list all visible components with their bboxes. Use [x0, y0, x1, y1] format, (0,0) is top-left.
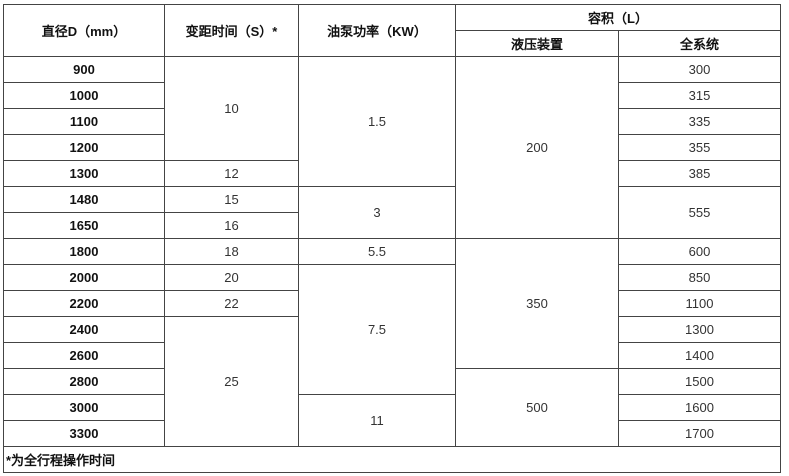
table-row: 2200 22 1100 [3, 290, 782, 317]
diameter-cell: 2800 [3, 368, 165, 395]
full-system-cell: 1300 [617, 316, 782, 343]
diameter-cell: 1800 [3, 238, 165, 265]
pump-power-cell: 5.5 [298, 238, 456, 265]
pump-power-cell: 3 [298, 186, 456, 239]
pitch-time-cell: 22 [164, 290, 299, 317]
header-diameter: 直径D（mm） [3, 4, 165, 57]
header-pump-power: 油泵功率（KW） [298, 4, 456, 57]
full-system-cell: 1600 [617, 394, 782, 421]
table-row: 1000 315 [3, 82, 782, 109]
pitch-time-cell: 25 [164, 316, 299, 447]
header-volume: 容积（L） [454, 4, 782, 31]
table-row: 1100 335 [3, 108, 782, 135]
diameter-cell: 1100 [3, 108, 165, 135]
table-row: 2600 1400 [3, 342, 782, 369]
table-row: 2000 20 7.5 850 [3, 264, 782, 395]
table-row: 1650 16 [3, 212, 781, 239]
pump-power-cell: 1.5 [298, 56, 456, 187]
table-row: 3300 1700 [3, 420, 782, 447]
table-row: 1800 18 5.5 350 600 [3, 238, 782, 369]
full-system-cell: 1700 [617, 420, 782, 447]
pitch-time-cell: 12 [164, 160, 299, 187]
diameter-cell: 3300 [3, 420, 165, 447]
full-system-cell: 315 [617, 82, 782, 109]
full-system-cell: 1100 [617, 290, 782, 317]
full-system-cell: 335 [617, 108, 782, 135]
spec-table: 直径D（mm） 变距时间（S）* 油泵功率（KW） 容积（L） 液压装置 全系统… [2, 4, 782, 473]
diameter-cell: 1000 [3, 82, 165, 109]
table-row: 1480 15 3 555 [3, 186, 782, 239]
pitch-time-cell: 20 [164, 264, 299, 291]
diameter-cell: 2200 [3, 290, 165, 317]
diameter-cell: 1200 [3, 134, 165, 161]
note-row: *为全行程操作时间 [2, 446, 782, 473]
full-system-cell: 555 [617, 186, 782, 239]
header-pitch-time: 变距时间（S）* [164, 4, 299, 57]
pitch-time-cell: 10 [164, 56, 299, 161]
diameter-cell: 2600 [3, 342, 165, 369]
full-system-cell: 1400 [617, 342, 782, 369]
header-row: 直径D（mm） 变距时间（S）* 油泵功率（KW） 容积（L） [3, 4, 782, 57]
pump-power-cell: 11 [298, 394, 456, 447]
hydraulic-cell: 500 [455, 368, 619, 447]
full-system-cell: 850 [617, 264, 782, 291]
full-system-cell: 385 [617, 160, 782, 187]
diameter-cell: 900 [3, 56, 165, 83]
hydraulic-cell: 350 [455, 238, 619, 369]
table-row: 2800 500 1500 [3, 368, 782, 447]
header-subrow: 液压装置 全系统 [4, 30, 782, 57]
diameter-cell: 1480 [3, 186, 165, 213]
diameter-cell: 3000 [3, 394, 165, 421]
full-system-cell: 600 [617, 238, 782, 265]
hydraulic-cell: 200 [455, 56, 619, 239]
table-row: 1300 12 385 [3, 160, 782, 187]
pump-power-cell: 7.5 [298, 264, 456, 395]
table-row: 3000 11 1600 [3, 394, 782, 447]
header-hydraulic: 液压装置 [455, 30, 619, 57]
pitch-time-cell: 16 [164, 212, 299, 239]
header-full-system: 全系统 [617, 30, 782, 57]
full-system-cell: 300 [617, 56, 782, 83]
full-system-cell: 355 [617, 134, 782, 161]
pitch-time-cell: 18 [164, 238, 299, 265]
diameter-cell: 2400 [3, 316, 165, 343]
table-row: 2400 25 1300 [3, 316, 782, 447]
pitch-time-cell: 15 [164, 186, 299, 213]
footnote: *为全行程操作时间 [2, 446, 782, 473]
diameter-cell: 1300 [3, 160, 165, 187]
table-row: 1200 355 [3, 134, 782, 161]
full-system-cell: 1500 [617, 368, 782, 395]
table-row: 900 10 1.5 200 300 [3, 56, 782, 239]
diameter-cell: 1650 [3, 212, 165, 239]
diameter-cell: 2000 [3, 264, 165, 291]
